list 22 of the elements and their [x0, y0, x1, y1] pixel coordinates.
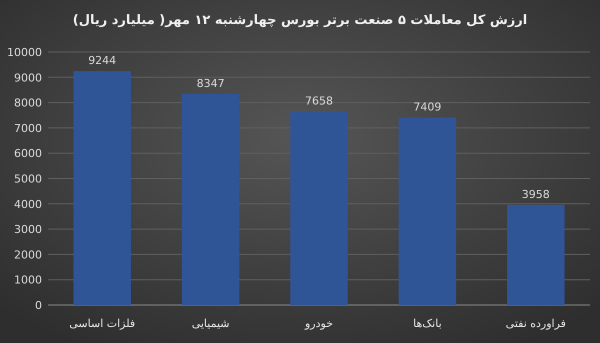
y-tick-label: 6000 — [14, 147, 42, 160]
x-tick-label: فلزات اساسی — [69, 317, 136, 330]
chart-title: ارزش کل معاملات ۵ صنعت برتر بورس چهارشنبه ۱۲ مهر( میلیارد ریال) — [72, 13, 528, 28]
y-tick-label: 9000 — [14, 71, 42, 84]
data-label: 3958 — [522, 188, 550, 201]
data-label: 7409 — [413, 100, 442, 114]
y-tick-label: 0 — [35, 299, 42, 312]
y-tick-label: 5000 — [14, 172, 42, 186]
x-tick-label: شیمیایی — [192, 317, 230, 330]
data-label: 7658 — [305, 94, 333, 108]
y-tick-label: 1000 — [14, 274, 42, 287]
y-tick-label: 10000 — [7, 46, 42, 59]
y-tick-label: 2000 — [14, 248, 42, 262]
y-tick-label: 4000 — [14, 198, 42, 211]
x-tick-label: فراورده نفتی — [506, 317, 566, 330]
data-label: 8347 — [196, 76, 225, 90]
x-tick-label: بانک‌ها — [413, 317, 442, 330]
y-tick-label: 3000 — [14, 223, 42, 236]
y-tick-label: 7000 — [14, 122, 42, 135]
x-tick-label: خودرو — [304, 317, 334, 330]
data-label: 9244 — [88, 54, 116, 68]
y-tick-label: 8000 — [14, 96, 42, 110]
